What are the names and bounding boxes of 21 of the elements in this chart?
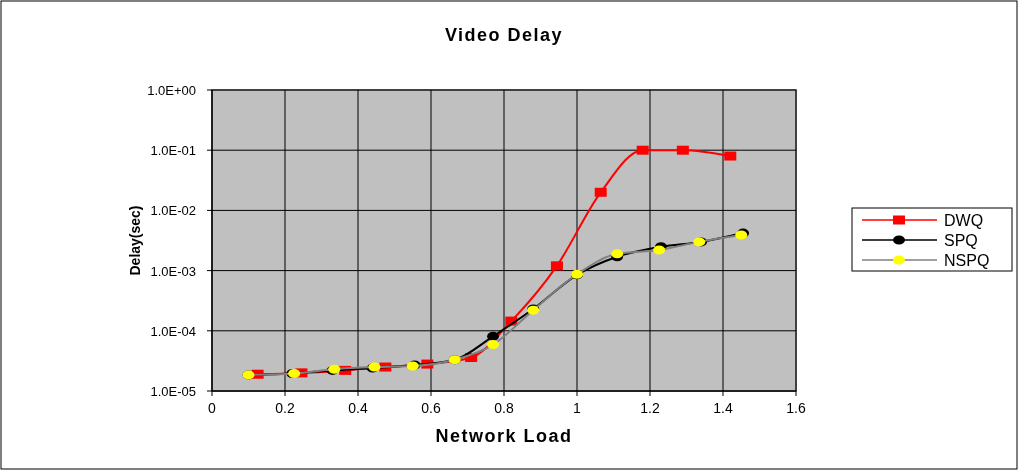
chart-title: Video Delay — [444, 25, 564, 45]
y-tick-label: 1.0E-03 — [150, 263, 196, 279]
y-tick-label: 1.0E-04 — [150, 323, 196, 339]
x-tick-label: 0.4 — [348, 400, 368, 416]
x-tick-label: 0.2 — [275, 400, 295, 416]
legend-label: SPQ — [944, 232, 978, 249]
x-tick-label: 0.8 — [494, 400, 514, 416]
legend-label: DWQ — [944, 212, 984, 229]
y-tick-label: 1.0E+00 — [147, 83, 196, 98]
x-tick-label: 1.6 — [786, 400, 806, 416]
x-tick-label: 0.6 — [421, 400, 441, 416]
x-tick-label: 1 — [573, 400, 582, 416]
y-tick-label: 1.0E-01 — [150, 143, 196, 159]
y-tick-label: 1.0E-02 — [150, 203, 196, 219]
y-axis-title: Delay(sec) — [127, 205, 143, 276]
x-tick-label: 1.2 — [640, 400, 660, 416]
x-axis-title: Network Load — [435, 426, 573, 446]
y-tick-label: 1.0E-05 — [150, 384, 196, 399]
x-tick-label: 0 — [208, 400, 217, 416]
legend-label: NSPQ — [944, 252, 990, 269]
x-tick-label: 1.4 — [713, 400, 733, 416]
